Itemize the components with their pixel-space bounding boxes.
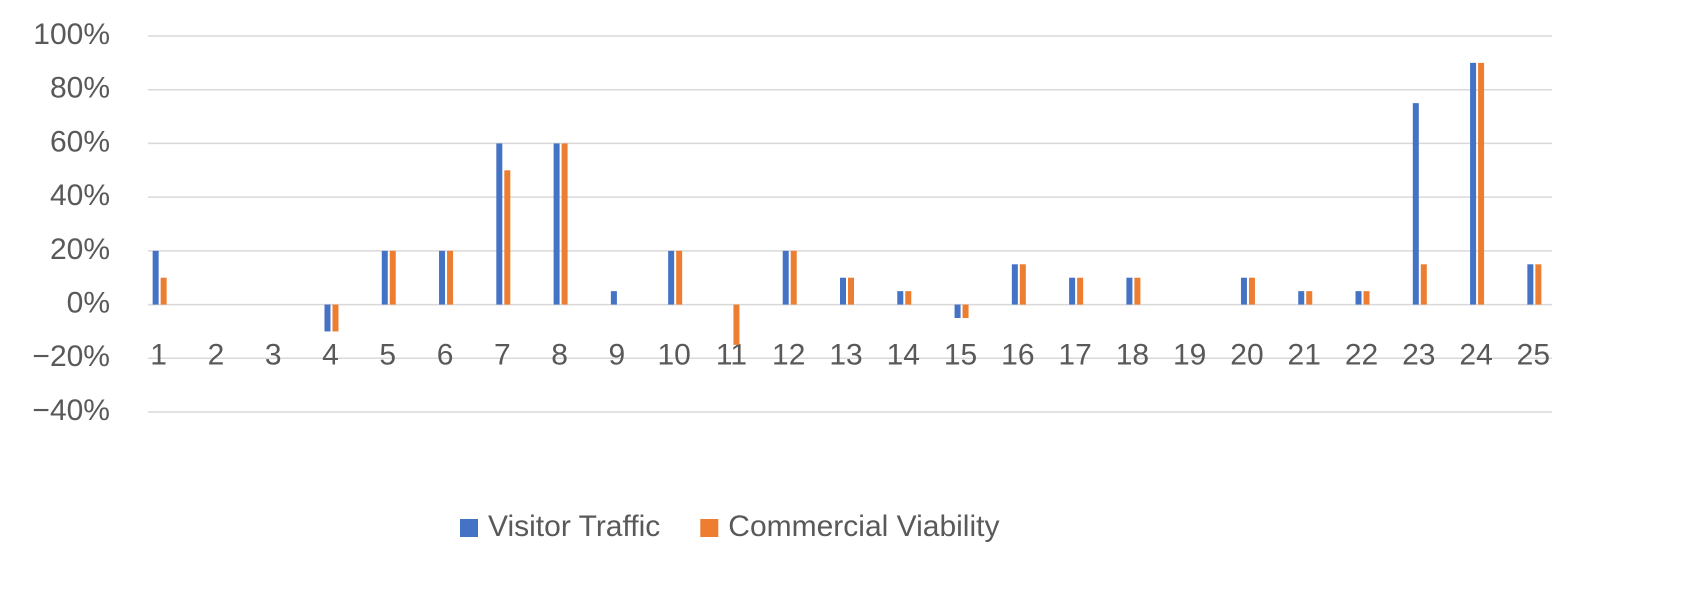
- bar: [496, 143, 503, 305]
- y-tick-label: −20%: [32, 340, 110, 373]
- bar: [1069, 277, 1076, 305]
- bar: [381, 250, 388, 305]
- x-tick-label: 18: [1116, 338, 1149, 371]
- x-tick-label: 14: [887, 338, 920, 371]
- x-tick-label: 8: [551, 338, 568, 371]
- bar: [553, 143, 560, 305]
- y-tick-label: 80%: [50, 72, 110, 105]
- y-tick-label: 0%: [67, 286, 110, 319]
- x-tick-label: 22: [1345, 338, 1378, 371]
- bar: [897, 291, 904, 305]
- bar: [782, 250, 789, 305]
- x-tick-label: 4: [322, 338, 339, 371]
- legend-label: Visitor Traffic: [488, 510, 660, 543]
- x-tick-label: 2: [208, 338, 225, 371]
- x-tick-label: 25: [1517, 338, 1550, 371]
- x-tick-label: 5: [379, 338, 396, 371]
- bar: [561, 143, 568, 305]
- bar: [1535, 264, 1542, 305]
- bar: [1478, 62, 1485, 305]
- bar: [1298, 291, 1305, 305]
- bar: [504, 170, 511, 305]
- x-tick-label: 9: [609, 338, 626, 371]
- bar: [848, 277, 854, 305]
- bar: [324, 304, 331, 332]
- bar: [1306, 291, 1313, 305]
- legend-label: Commercial Viability: [728, 510, 999, 543]
- legend-swatch: [700, 519, 719, 537]
- bar: [439, 250, 446, 305]
- x-tick-label: 13: [829, 338, 862, 371]
- y-tick-label: 100%: [33, 18, 110, 51]
- bar: [332, 304, 339, 332]
- x-tick-label: 17: [1058, 338, 1091, 371]
- x-tick-label: 1: [150, 338, 167, 371]
- x-tick-label: 19: [1173, 338, 1206, 371]
- y-tick-label: 60%: [50, 125, 110, 158]
- bar: [152, 250, 159, 305]
- bar: [905, 291, 912, 305]
- bar: [733, 304, 740, 345]
- bar: [676, 250, 683, 305]
- bar: [1412, 103, 1419, 305]
- legend-swatch: [460, 519, 478, 537]
- x-tick-label: 21: [1288, 338, 1321, 371]
- bar: [962, 304, 969, 318]
- x-tick-label: 23: [1402, 338, 1435, 371]
- bar: [1011, 264, 1018, 305]
- y-tick-label: −40%: [32, 394, 110, 427]
- x-tick-label: 12: [772, 338, 805, 371]
- x-tick-label: 16: [1001, 338, 1034, 371]
- bar: [1019, 264, 1026, 305]
- x-tick-label: 7: [494, 338, 511, 371]
- bar: [1240, 277, 1247, 305]
- bar: [1527, 264, 1534, 305]
- bar: [790, 250, 797, 305]
- bar: [668, 250, 675, 305]
- x-tick-label: 11: [716, 338, 747, 371]
- bar: [1077, 277, 1084, 305]
- y-tick-label: 20%: [50, 233, 110, 266]
- bar: [389, 250, 396, 305]
- bar: [1420, 264, 1427, 305]
- x-tick-label: 15: [944, 338, 977, 371]
- bar: [1470, 62, 1477, 305]
- y-tick-label: 40%: [50, 179, 110, 212]
- bar: [1355, 291, 1362, 305]
- bar: [610, 291, 617, 305]
- x-tick-label: 20: [1230, 338, 1263, 371]
- bar: [1126, 277, 1133, 305]
- x-tick-label: 6: [437, 338, 454, 371]
- bar: [1363, 291, 1370, 305]
- x-tick-label: 24: [1459, 338, 1492, 371]
- x-tick-label: 3: [265, 338, 282, 371]
- bar: [1134, 277, 1141, 305]
- bar: [447, 250, 454, 305]
- x-tick-label: 10: [657, 338, 690, 371]
- bar: [954, 304, 961, 318]
- bar: [840, 277, 846, 305]
- bar: [1248, 277, 1255, 305]
- bar: [160, 277, 167, 305]
